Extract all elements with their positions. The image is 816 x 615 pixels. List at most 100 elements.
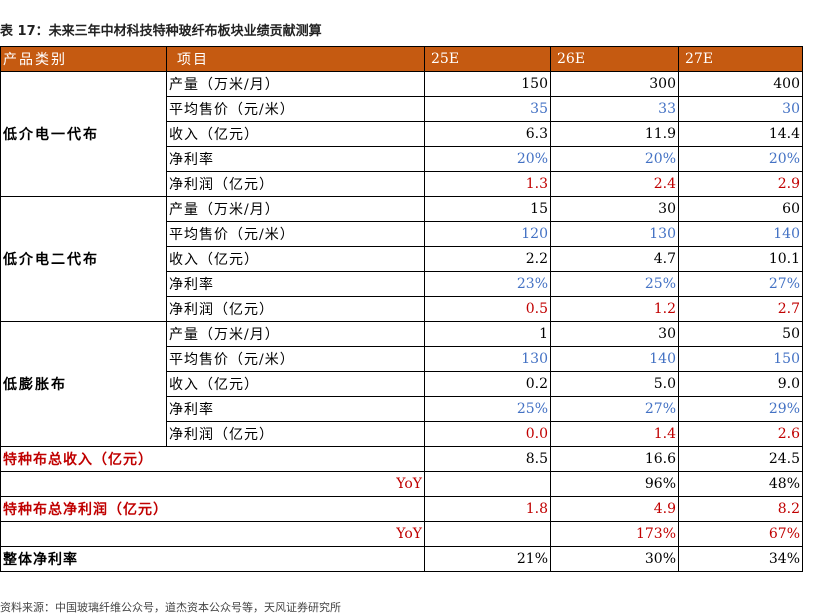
- low-cte-revenue-26e: 5.0: [550, 371, 679, 397]
- low-dk-gen1-net-margin-26e: 20%: [550, 146, 679, 172]
- low-cte-net-margin-label: 净利率: [166, 396, 425, 422]
- low-dk-gen1-revenue-row: 收入（亿元） 6.3 11.9 14.4: [1, 121, 803, 147]
- low-dk-gen2-revenue-25e: 2.2: [424, 246, 551, 272]
- header-period-26e: 26E: [550, 46, 679, 72]
- low-dk-gen1-net-margin-label: 净利率: [166, 146, 425, 172]
- low-dk-gen1-net-profit-27e: 2.9: [678, 171, 803, 197]
- low-dk-gen1-revenue-26e: 11.9: [550, 121, 679, 147]
- header-period-27e: 27E: [678, 46, 803, 72]
- low-cte-net-profit-26e: 1.4: [550, 421, 679, 447]
- total-profit-yoy-row: YoY 173% 67%: [0, 521, 803, 547]
- low-dk-gen2-output-row: 低介电二代布 产量（万米/月） 15 30 60: [0, 196, 803, 322]
- low-dk-gen1-output-label: 产量（万米/月）: [166, 71, 425, 97]
- low-dk-gen1-avg-price-label: 平均售价（元/米）: [166, 96, 425, 122]
- low-dk-gen1-revenue-label: 收入（亿元）: [166, 121, 425, 147]
- low-dk-gen2-category: 低介电二代布: [0, 196, 167, 322]
- low-dk-gen1-avg-price-row: 平均售价（元/米） 35 33 30: [1, 96, 803, 122]
- low-dk-gen1-net-profit-26e: 2.4: [550, 171, 679, 197]
- header-category: 产品类别: [0, 46, 167, 72]
- low-cte-revenue-27e: 9.0: [678, 371, 803, 397]
- low-cte-avg-price-25e: 130: [424, 346, 551, 372]
- table-caption: 表 17：未来三年中材科技特种玻纤布板块业绩贡献测算: [0, 24, 322, 39]
- low-dk-gen2-revenue-label: 收入（亿元）: [166, 246, 425, 272]
- total-profit-row: 特种布总净利润（亿元） 1.8 4.9 8.2: [0, 496, 803, 522]
- low-dk-gen2-avg-price-label: 平均售价（元/米）: [166, 221, 425, 247]
- low-dk-gen2-output-27e: 60: [678, 196, 803, 222]
- low-dk-gen1-net-margin-25e: 20%: [424, 146, 551, 172]
- low-cte-net-margin-row: 净利率 25% 27% 29%: [1, 396, 803, 422]
- low-cte-net-profit-25e: 0.0: [424, 421, 551, 447]
- low-dk-gen2-output-label: 产量（万米/月）: [166, 196, 425, 222]
- low-dk-gen1-output-27e: 400: [678, 71, 803, 97]
- total-profit-yoy-26e: 173%: [550, 521, 679, 547]
- total-revenue-26e: 16.6: [550, 446, 679, 472]
- low-dk-gen1-net-margin-27e: 20%: [678, 146, 803, 172]
- low-cte-category: 低膨胀布: [0, 321, 167, 447]
- low-cte-net-profit-label: 净利润（亿元）: [166, 421, 425, 447]
- total-profit-27e: 8.2: [678, 496, 803, 522]
- performance-table: 产品类别 项目 25E 26E 27E 低介电一代布 产量（万米/月） 150 300…: [0, 46, 803, 572]
- low-cte-output-26e: 30: [550, 321, 679, 347]
- low-dk-gen1-avg-price-26e: 33: [550, 96, 679, 122]
- low-dk-gen2-net-profit-25e: 0.5: [424, 296, 551, 322]
- total-profit-yoy-label: YoY: [0, 521, 425, 547]
- total-revenue-yoy-row: YoY 96% 48%: [0, 471, 803, 497]
- low-dk-gen2-avg-price-26e: 130: [550, 221, 679, 247]
- low-dk-gen1-net-profit-label: 净利润（亿元）: [166, 171, 425, 197]
- total-profit-yoy-25e: [424, 521, 551, 547]
- overall-margin-25e: 21%: [424, 546, 551, 572]
- low-dk-gen2-avg-price-27e: 140: [678, 221, 803, 247]
- low-dk-gen2-net-margin-label: 净利率: [166, 271, 425, 297]
- low-cte-avg-price-27e: 150: [678, 346, 803, 372]
- low-cte-avg-price-label: 平均售价（元/米）: [166, 346, 425, 372]
- header-period-25e: 25E: [424, 46, 551, 72]
- low-dk-gen1-avg-price-27e: 30: [678, 96, 803, 122]
- low-cte-net-margin-25e: 25%: [424, 396, 551, 422]
- low-dk-gen2-net-margin-27e: 27%: [678, 271, 803, 297]
- low-cte-net-profit-27e: 2.6: [678, 421, 803, 447]
- low-dk-gen1-revenue-27e: 14.4: [678, 121, 803, 147]
- overall-margin-row: 整体净利率 21% 30% 34%: [0, 546, 803, 572]
- total-profit-25e: 1.8: [424, 496, 551, 522]
- low-cte-output-row: 低膨胀布 产量（万米/月） 1 30 50: [0, 321, 803, 447]
- low-dk-gen1-avg-price-25e: 35: [424, 96, 551, 122]
- overall-margin-label: 整体净利率: [0, 546, 425, 572]
- low-dk-gen1-net-profit-25e: 1.3: [424, 171, 551, 197]
- low-dk-gen2-output-26e: 30: [550, 196, 679, 222]
- low-dk-gen2-revenue-27e: 10.1: [678, 246, 803, 272]
- low-dk-gen1-output-row: 低介电一代布 产量（万米/月） 150 300 400: [0, 71, 803, 197]
- low-dk-gen1-net-margin-row: 净利率 20% 20% 20%: [1, 146, 803, 172]
- low-dk-gen2-net-profit-row: 净利润（亿元） 0.5 1.2 2.7: [1, 296, 803, 322]
- total-revenue-label: 特种布总收入（亿元）: [0, 446, 425, 472]
- low-cte-output-25e: 1: [424, 321, 551, 347]
- total-revenue-yoy-label: YoY: [0, 471, 425, 497]
- low-cte-output-27e: 50: [678, 321, 803, 347]
- low-cte-net-margin-27e: 29%: [678, 396, 803, 422]
- low-dk-gen2-net-margin-row: 净利率 23% 25% 27%: [1, 271, 803, 297]
- low-dk-gen2-output-25e: 15: [424, 196, 551, 222]
- overall-margin-26e: 30%: [550, 546, 679, 572]
- total-revenue-25e: 8.5: [424, 446, 551, 472]
- low-cte-revenue-label: 收入（亿元）: [166, 371, 425, 397]
- low-dk-gen2-net-margin-25e: 23%: [424, 271, 551, 297]
- low-dk-gen1-net-profit-row: 净利润（亿元） 1.3 2.4 2.9: [1, 171, 803, 197]
- low-dk-gen2-avg-price-25e: 120: [424, 221, 551, 247]
- low-dk-gen1-category: 低介电一代布: [0, 71, 167, 197]
- low-dk-gen1-output-26e: 300: [550, 71, 679, 97]
- low-cte-revenue-25e: 0.2: [424, 371, 551, 397]
- low-dk-gen2-net-profit-27e: 2.7: [678, 296, 803, 322]
- low-cte-output-label: 产量（万米/月）: [166, 321, 425, 347]
- low-cte-avg-price-26e: 140: [550, 346, 679, 372]
- low-dk-gen2-net-profit-26e: 1.2: [550, 296, 679, 322]
- low-dk-gen2-net-margin-26e: 25%: [550, 271, 679, 297]
- total-revenue-27e: 24.5: [678, 446, 803, 472]
- low-dk-gen2-avg-price-row: 平均售价（元/米） 120 130 140: [1, 221, 803, 247]
- total-revenue-row: 特种布总收入（亿元） 8.5 16.6 24.5: [0, 446, 803, 472]
- low-dk-gen1-revenue-25e: 6.3: [424, 121, 551, 147]
- source-note: 资料来源：中国玻璃纤维公众号，道杰资本公众号等，天风证券研究所: [0, 601, 341, 614]
- total-profit-26e: 4.9: [550, 496, 679, 522]
- low-dk-gen1-output-25e: 150: [424, 71, 551, 97]
- header-row: 产品类别 项目 25E 26E 27E: [0, 46, 803, 72]
- low-dk-gen2-net-profit-label: 净利润（亿元）: [166, 296, 425, 322]
- total-revenue-yoy-27e: 48%: [678, 471, 803, 497]
